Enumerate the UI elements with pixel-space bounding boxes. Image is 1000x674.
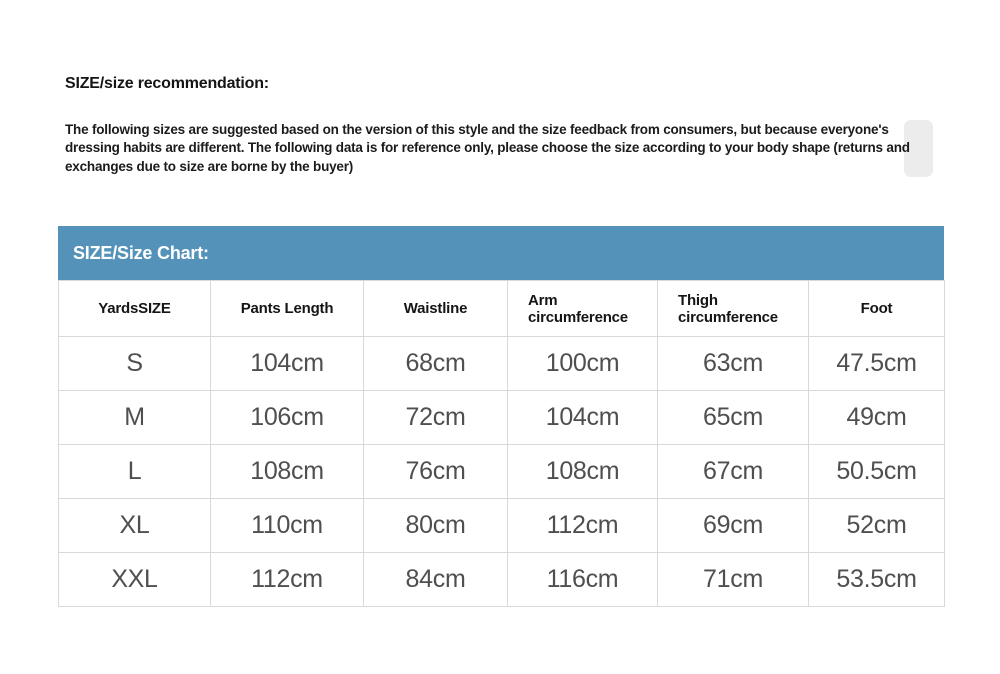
size-cell: S [58,336,211,391]
value-cell: 65cm [657,390,809,445]
page-heading: SIZE/size recommendation: [65,75,269,92]
value-cell: 68cm [363,336,508,391]
value-cell: 84cm [363,552,508,607]
value-cell: 104cm [210,336,364,391]
value-cell: 76cm [363,444,508,499]
table-row-s: S 104cm 68cm 100cm 63cm 47.5cm [58,336,945,391]
table-row-xxl: XXL 112cm 84cm 116cm 71cm 53.5cm [58,552,945,607]
column-header-yards-size: YardsSIZE [58,280,211,337]
value-cell: 80cm [363,498,508,553]
value-cell: 53.5cm [808,552,945,607]
value-cell: 112cm [507,498,658,553]
size-table: YardsSIZE Pants Length Waistline Arm cir… [58,280,945,607]
value-cell: 116cm [507,552,658,607]
value-cell: 110cm [210,498,364,553]
size-note: The following sizes are suggested based … [65,122,910,174]
size-cell: XL [58,498,211,553]
value-cell: 69cm [657,498,809,553]
table-row-l: L 108cm 76cm 108cm 67cm 50.5cm [58,444,945,499]
table-row-m: M 106cm 72cm 104cm 65cm 49cm [58,390,945,445]
column-header-waistline: Waistline [363,280,508,337]
size-cell: XXL [58,552,211,607]
value-cell: 100cm [507,336,658,391]
value-cell: 47.5cm [808,336,945,391]
value-cell: 104cm [507,390,658,445]
value-cell: 108cm [210,444,364,499]
value-cell: 108cm [507,444,658,499]
table-row-xl: XL 110cm 80cm 112cm 69cm 52cm [58,498,945,553]
column-header-thigh-circumference: Thigh circumference [657,280,809,337]
column-header-arm-circumference: Arm circumference [507,280,658,337]
value-cell: 72cm [363,390,508,445]
size-chart-title: SIZE/Size Chart: [73,242,209,263]
value-cell: 52cm [808,498,945,553]
value-cell: 71cm [657,552,809,607]
column-header-pants-length: Pants Length [210,280,364,337]
column-header-foot: Foot [808,280,945,337]
size-cell: M [58,390,211,445]
value-cell: 49cm [808,390,945,445]
table-header-row: YardsSIZE Pants Length Waistline Arm cir… [58,280,945,337]
value-cell: 67cm [657,444,809,499]
highlight-artifact [904,120,933,177]
value-cell: 112cm [210,552,364,607]
size-chart-header: SIZE/Size Chart: [58,226,944,280]
size-cell: L [58,444,211,499]
value-cell: 63cm [657,336,809,391]
value-cell: 50.5cm [808,444,945,499]
value-cell: 106cm [210,390,364,445]
